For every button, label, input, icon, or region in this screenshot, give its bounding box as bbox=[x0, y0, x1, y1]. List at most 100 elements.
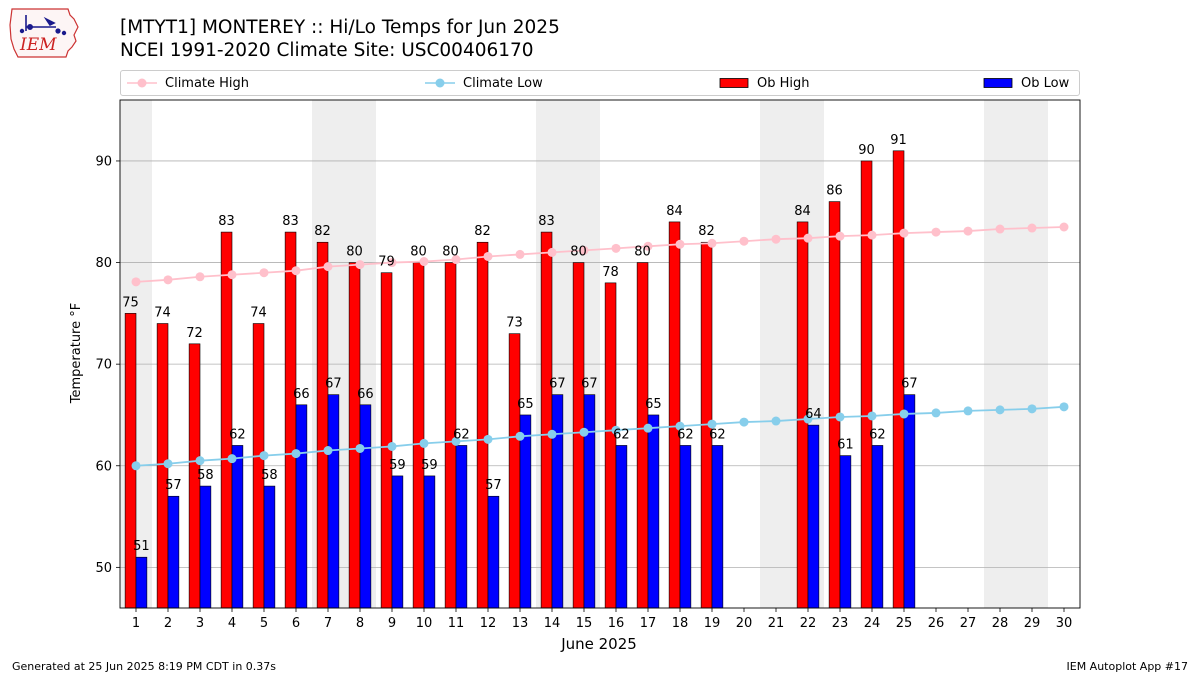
climate-low-point bbox=[835, 412, 845, 422]
x-tick-label: 24 bbox=[864, 616, 881, 631]
ob-high-bar bbox=[220, 231, 233, 609]
ob-high-bar bbox=[476, 241, 489, 609]
ob-low-bar-label: 58 bbox=[261, 468, 278, 483]
climate-high-point bbox=[899, 228, 909, 238]
x-tick-label: 8 bbox=[356, 616, 364, 631]
climate-high-point bbox=[451, 255, 461, 265]
ob-high-bar-label: 74 bbox=[154, 306, 171, 321]
x-tick-label: 3 bbox=[196, 616, 204, 631]
ob-high-bar-label: 79 bbox=[378, 255, 395, 270]
climate-high-point bbox=[803, 233, 813, 243]
climate-high-point bbox=[771, 234, 781, 244]
logo-text: IEM bbox=[19, 35, 57, 55]
ob-high-bar bbox=[860, 160, 873, 609]
ob-low-bar-label: 65 bbox=[517, 397, 534, 412]
climate-high-point bbox=[611, 243, 621, 253]
legend-swatch-icon bbox=[719, 78, 749, 88]
climate-high-point bbox=[227, 270, 237, 280]
iowa-map-icon: IEM bbox=[9, 8, 79, 58]
climate-high-point bbox=[547, 247, 557, 257]
x-tick-label: 12 bbox=[480, 616, 497, 631]
y-tick-label: 90 bbox=[95, 154, 112, 169]
ob-high-bar-label: 84 bbox=[794, 204, 811, 219]
ob-low-bar bbox=[263, 485, 276, 609]
climate-low-point bbox=[963, 406, 973, 416]
x-tick-label: 30 bbox=[1056, 616, 1073, 631]
climate-low-point bbox=[611, 425, 621, 435]
x-tick-label: 25 bbox=[896, 616, 913, 631]
ob-high-bar bbox=[380, 272, 393, 609]
ob-high-bar bbox=[828, 201, 841, 609]
climate-high-point bbox=[291, 266, 301, 276]
ob-low-bar-label: 67 bbox=[549, 377, 566, 392]
ob-high-bar bbox=[604, 282, 617, 609]
ob-low-bar bbox=[391, 475, 404, 609]
ob-high-bar-label: 90 bbox=[858, 143, 875, 158]
ob-high-bar bbox=[316, 241, 329, 609]
legend-line-marker-icon bbox=[127, 78, 157, 88]
x-tick-label: 15 bbox=[576, 616, 593, 631]
x-tick-label: 2 bbox=[164, 616, 172, 631]
ob-high-bar bbox=[540, 231, 553, 609]
x-tick-label: 9 bbox=[388, 616, 396, 631]
ob-high-bar-label: 74 bbox=[250, 306, 267, 321]
climate-high-point bbox=[355, 260, 365, 270]
ob-low-bar bbox=[135, 556, 148, 609]
x-tick-label: 26 bbox=[928, 616, 945, 631]
climate-high-line bbox=[135, 226, 1065, 283]
x-tick-label: 28 bbox=[992, 616, 1009, 631]
x-tick-label: 21 bbox=[768, 616, 785, 631]
climate-high-point bbox=[1027, 223, 1037, 233]
y-tick-label: 60 bbox=[95, 459, 112, 474]
ob-low-bar-label: 58 bbox=[197, 468, 214, 483]
y-tick-label: 50 bbox=[95, 561, 112, 576]
ob-low-bar bbox=[423, 475, 436, 609]
ob-high-bar-label: 80 bbox=[570, 245, 587, 260]
climate-high-point bbox=[931, 227, 941, 237]
climate-high-point bbox=[419, 257, 429, 267]
ob-high-bar-label: 78 bbox=[602, 265, 619, 280]
ob-low-bar bbox=[327, 394, 340, 609]
ob-low-bar-label: 66 bbox=[357, 387, 374, 402]
ob-low-bar bbox=[903, 394, 916, 609]
climate-low-point bbox=[419, 438, 429, 448]
climate-low-point bbox=[899, 409, 909, 419]
climate-low-point bbox=[867, 411, 877, 421]
x-axis-label: June 2025 bbox=[560, 635, 637, 653]
ob-high-bar-label: 91 bbox=[890, 133, 907, 148]
climate-low-point bbox=[387, 441, 397, 451]
ob-high-bar bbox=[668, 221, 681, 609]
ob-low-bar-label: 62 bbox=[229, 427, 246, 442]
climate-low-point bbox=[995, 405, 1005, 415]
climate-high-point bbox=[707, 238, 717, 248]
climate-high-point bbox=[259, 268, 269, 278]
climate-low-point bbox=[675, 421, 685, 431]
ob-high-bar-label: 80 bbox=[442, 245, 459, 260]
ob-low-bar-label: 62 bbox=[869, 427, 886, 442]
legend-line-marker-icon bbox=[425, 78, 455, 88]
x-tick-label: 13 bbox=[512, 616, 529, 631]
legend-label: Climate High bbox=[165, 75, 250, 91]
ob-low-bar bbox=[231, 445, 244, 609]
ob-low-bar-label: 67 bbox=[581, 377, 598, 392]
x-tick-label: 18 bbox=[672, 616, 689, 631]
ob-high-bar-label: 80 bbox=[410, 245, 427, 260]
climate-high-point bbox=[835, 231, 845, 241]
ob-low-bar-label: 61 bbox=[837, 438, 854, 453]
ob-high-bar-label: 80 bbox=[346, 245, 363, 260]
plot-frame bbox=[119, 99, 1081, 609]
ob-low-bar bbox=[839, 455, 852, 609]
x-tick-label: 7 bbox=[324, 616, 332, 631]
climate-high-point bbox=[1059, 222, 1069, 232]
ob-low-bar bbox=[199, 485, 212, 609]
ob-low-bar-label: 67 bbox=[325, 377, 342, 392]
ob-high-bar-label: 82 bbox=[314, 224, 331, 239]
ob-low-bar bbox=[487, 495, 500, 609]
ob-low-bar-label: 57 bbox=[165, 478, 182, 493]
climate-low-point bbox=[515, 431, 525, 441]
x-tick-label: 23 bbox=[832, 616, 849, 631]
climate-low-point bbox=[195, 456, 205, 466]
legend-item-ob-low: Ob Low bbox=[983, 71, 1069, 95]
ob-low-bar-label: 59 bbox=[389, 458, 406, 473]
